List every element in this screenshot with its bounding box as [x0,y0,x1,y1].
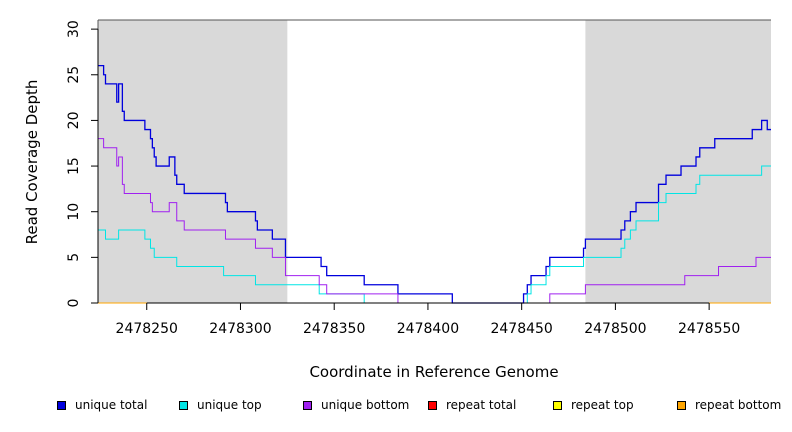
y-axis-title: Read Coverage Depth [23,80,41,245]
x-tick-label: 2478400 [397,321,459,337]
shaded-regions [98,20,771,303]
series-unique-total [98,65,771,304]
legend: unique total unique top unique bottom repea… [0,398,792,420]
legend-item: unique total [57,398,147,412]
legend-item: repeat bottom [677,398,781,412]
series-unique-top [98,165,771,304]
legend-swatch [677,400,686,410]
x-axis: 2478250 2478300 2478350 2478400 2478450 24785… [116,302,740,337]
shaded-region-2 [585,20,771,303]
legend-swatch [303,400,312,410]
y-tick-label: 5 [66,253,82,262]
legend-item: unique top [179,398,262,412]
legend-label: repeat total [446,398,517,412]
legend-swatch [553,400,562,410]
x-tick-label: 2478350 [303,321,365,337]
legend-item: unique bottom [303,398,409,412]
legend-label: unique total [75,398,148,412]
legend-label: unique top [197,398,262,412]
x-tick-label: 2478450 [490,321,552,337]
shaded-region-1 [98,20,288,303]
y-tick-label: 10 [66,203,82,221]
y-tick-label: 0 [66,299,82,308]
y-axis: 0 5 10 15 20 25 30 [66,20,99,308]
legend-item: repeat total [428,398,516,412]
legend-swatch [179,400,188,410]
y-tick-label: 15 [66,157,82,175]
y-tick-label: 20 [66,112,82,130]
legend-swatch [57,400,66,410]
legend-swatch [428,400,437,410]
legend-label: repeat bottom [695,398,782,412]
y-tick-label: 30 [66,20,82,38]
x-tick-label: 2478550 [678,321,740,337]
y-tick-label: 25 [66,66,82,84]
x-tick-label: 2478500 [584,321,646,337]
x-tick-label: 2478300 [209,321,271,337]
legend-label: repeat top [571,398,634,412]
legend-label: unique bottom [321,398,410,412]
legend-item: repeat top [553,398,634,412]
series-unique-bottom [98,138,771,304]
x-axis-title: Coordinate in Reference Genome [309,363,558,381]
x-tick-label: 2478250 [116,321,178,337]
